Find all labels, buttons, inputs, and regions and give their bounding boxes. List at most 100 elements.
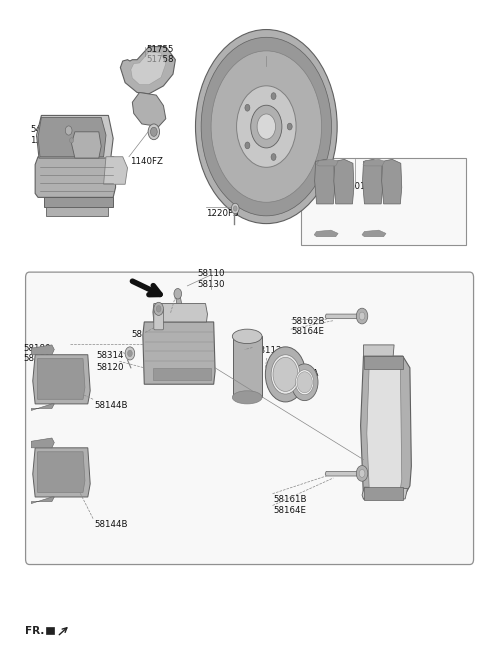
Polygon shape <box>35 157 116 197</box>
Polygon shape <box>132 93 166 127</box>
Text: 58144B: 58144B <box>94 520 128 529</box>
Polygon shape <box>46 207 108 215</box>
Circle shape <box>271 355 300 394</box>
Circle shape <box>271 93 276 99</box>
Polygon shape <box>382 160 402 204</box>
Text: 58180
58181: 58180 58181 <box>24 344 51 363</box>
Polygon shape <box>31 404 54 411</box>
Polygon shape <box>360 356 411 499</box>
Text: 58113: 58113 <box>269 357 296 367</box>
Polygon shape <box>364 487 403 500</box>
Text: 1220FS: 1220FS <box>206 208 239 217</box>
Circle shape <box>359 470 365 478</box>
Polygon shape <box>31 438 54 448</box>
Ellipse shape <box>232 329 262 344</box>
Polygon shape <box>143 322 215 384</box>
FancyBboxPatch shape <box>301 158 466 244</box>
FancyBboxPatch shape <box>52 127 69 135</box>
Polygon shape <box>44 197 113 207</box>
Polygon shape <box>362 487 408 499</box>
Circle shape <box>273 357 298 392</box>
Circle shape <box>257 114 276 139</box>
Polygon shape <box>325 314 363 319</box>
Circle shape <box>154 302 163 315</box>
Text: 58110
58130: 58110 58130 <box>198 269 225 288</box>
Text: 58161B: 58161B <box>274 495 307 504</box>
Polygon shape <box>364 356 403 369</box>
Polygon shape <box>31 345 54 355</box>
FancyBboxPatch shape <box>154 309 163 330</box>
Polygon shape <box>363 345 394 356</box>
Circle shape <box>151 127 157 137</box>
Polygon shape <box>131 52 166 85</box>
Text: 58162B: 58162B <box>292 317 325 326</box>
Circle shape <box>245 142 250 148</box>
Text: 58114A: 58114A <box>286 369 319 378</box>
Text: 58164E: 58164E <box>274 506 307 515</box>
Polygon shape <box>37 359 85 399</box>
Polygon shape <box>362 160 383 204</box>
FancyBboxPatch shape <box>25 272 474 564</box>
Polygon shape <box>153 368 211 380</box>
Polygon shape <box>38 118 106 157</box>
Circle shape <box>195 30 337 223</box>
Circle shape <box>70 138 73 143</box>
Polygon shape <box>72 132 101 158</box>
Ellipse shape <box>232 391 262 404</box>
Circle shape <box>231 203 239 214</box>
Polygon shape <box>325 472 363 476</box>
Polygon shape <box>33 355 90 404</box>
Polygon shape <box>334 160 354 204</box>
Circle shape <box>201 37 332 216</box>
Circle shape <box>359 312 365 320</box>
Circle shape <box>67 135 76 147</box>
Circle shape <box>65 126 72 135</box>
Circle shape <box>156 306 161 312</box>
Text: 58112: 58112 <box>254 346 282 355</box>
Circle shape <box>287 123 292 130</box>
Text: 1140FZ: 1140FZ <box>130 157 163 166</box>
Text: 58314: 58314 <box>96 351 124 361</box>
Text: 58164E: 58164E <box>292 327 324 336</box>
Polygon shape <box>120 47 175 94</box>
Polygon shape <box>233 336 262 397</box>
Circle shape <box>211 51 322 202</box>
Circle shape <box>125 347 135 360</box>
Circle shape <box>297 372 312 393</box>
Polygon shape <box>31 497 54 503</box>
Polygon shape <box>317 160 338 166</box>
Circle shape <box>245 104 250 111</box>
Polygon shape <box>315 160 335 204</box>
Polygon shape <box>153 304 207 322</box>
Polygon shape <box>46 627 54 634</box>
Polygon shape <box>36 116 113 158</box>
Circle shape <box>237 86 296 168</box>
Text: 51712: 51712 <box>252 53 280 62</box>
Polygon shape <box>314 230 338 237</box>
Text: 58144B: 58144B <box>94 401 128 409</box>
Polygon shape <box>362 230 386 237</box>
Polygon shape <box>104 157 128 184</box>
Text: FR.: FR. <box>24 626 44 637</box>
Polygon shape <box>367 365 402 489</box>
Text: 54562D: 54562D <box>30 125 64 134</box>
Circle shape <box>148 124 159 140</box>
Circle shape <box>296 370 314 395</box>
Circle shape <box>174 288 181 299</box>
Circle shape <box>356 466 368 482</box>
Circle shape <box>356 308 368 324</box>
Circle shape <box>265 347 306 402</box>
Circle shape <box>233 206 237 211</box>
Text: 58125: 58125 <box>132 330 159 339</box>
Polygon shape <box>37 452 85 492</box>
Polygon shape <box>33 448 90 497</box>
Circle shape <box>251 105 282 148</box>
Text: 58163B: 58163B <box>154 310 187 319</box>
Circle shape <box>271 154 276 160</box>
Circle shape <box>128 350 132 357</box>
Text: 58120: 58120 <box>96 363 124 373</box>
Text: 51755
51758: 51755 51758 <box>147 45 174 64</box>
Text: 1351JD: 1351JD <box>30 137 61 145</box>
Text: 58101B: 58101B <box>338 181 372 191</box>
Circle shape <box>291 364 318 401</box>
